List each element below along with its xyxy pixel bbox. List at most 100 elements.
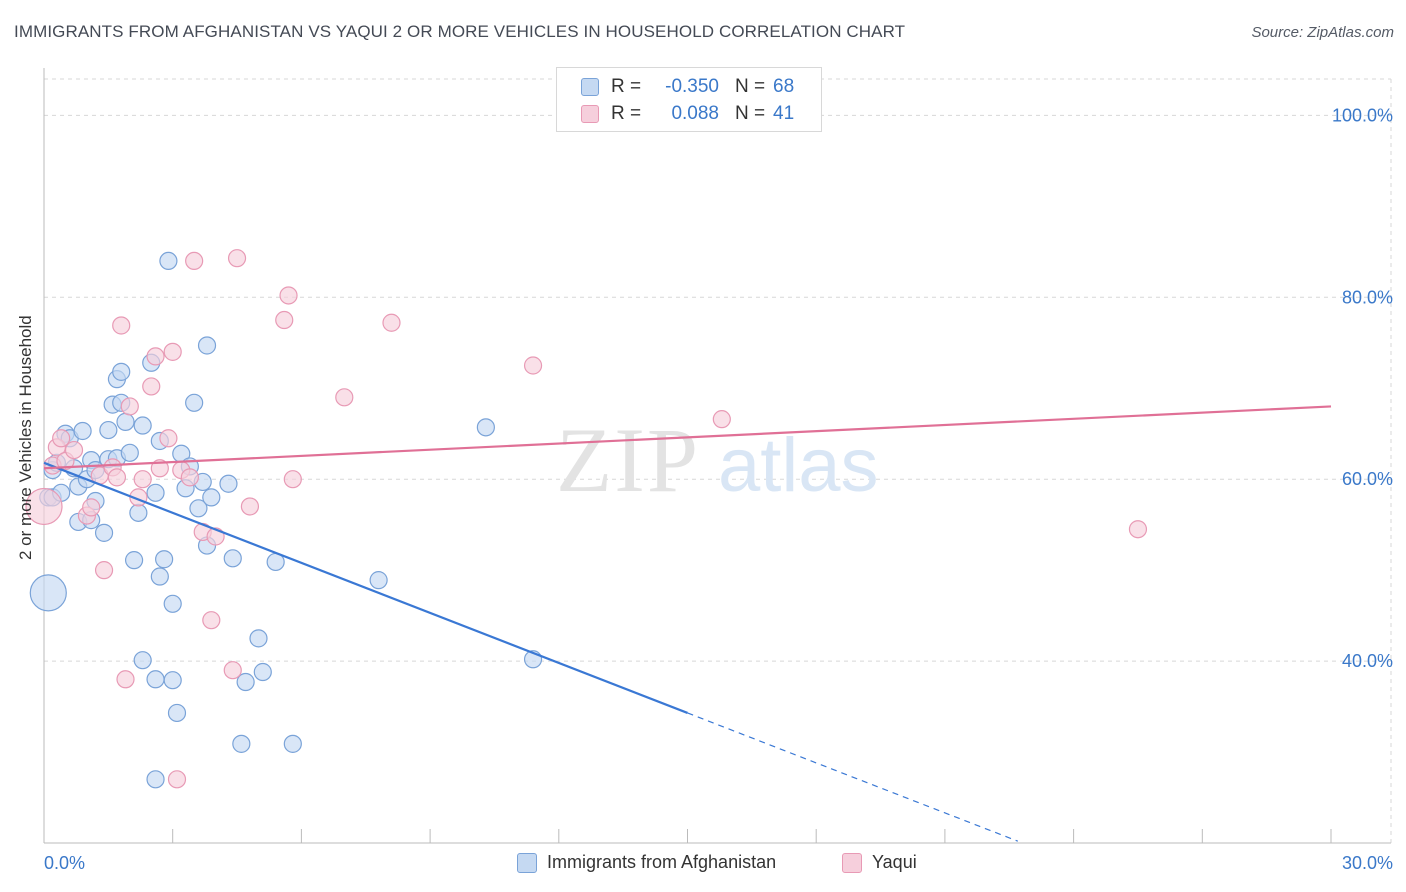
data-point (163, 671, 182, 690)
data-point (155, 550, 174, 569)
data-point (129, 503, 148, 522)
data-point (25, 487, 63, 526)
watermark-zip: ZIP (556, 409, 700, 511)
data-point (120, 397, 139, 416)
data-point (64, 440, 84, 460)
data-point (712, 410, 731, 429)
correlation-legend: R = -0.350 N = 68 R = 0.088 N = 41 (556, 67, 822, 132)
n-label: N = (735, 76, 766, 97)
x-tick-label: 30.0% (1342, 853, 1393, 873)
data-point (197, 336, 217, 355)
data-point (133, 470, 152, 489)
data-point (82, 498, 101, 517)
data-point (163, 594, 182, 613)
blue-swatch (581, 78, 599, 96)
legend-item-afghanistan[interactable]: Immigrants from Afghanistan (517, 852, 776, 873)
x-tick-label: 0.0% (44, 853, 85, 873)
data-point (133, 416, 152, 435)
data-point (283, 470, 302, 489)
data-point (133, 651, 152, 670)
blue-swatch (517, 852, 537, 873)
data-point (180, 468, 199, 487)
y-tick-label: 80.0% (1342, 287, 1393, 307)
y-axis-label: 2 or more Vehicles in Household (16, 315, 35, 560)
data-point (240, 497, 260, 516)
data-point (124, 551, 144, 570)
series-yaqui-points (25, 249, 1148, 789)
data-point (52, 429, 71, 448)
data-point (159, 251, 178, 271)
data-point (275, 310, 294, 330)
data-point (163, 342, 182, 361)
data-point (253, 662, 272, 682)
series-afghanistan-points (29, 251, 543, 789)
n-value: 41 (773, 103, 795, 124)
y-tick-label: 100.0% (1332, 105, 1393, 125)
pink-swatch (581, 105, 599, 123)
data-point (382, 313, 401, 332)
y-tick-label: 60.0% (1342, 469, 1393, 489)
data-point (120, 443, 139, 462)
r-value: 0.088 (671, 103, 719, 124)
tick-labels: 40.0% 60.0% 80.0% 100.0% 0.0% 30.0% (44, 105, 1393, 873)
data-point (146, 770, 165, 789)
data-point (202, 611, 221, 630)
axes (43, 68, 1391, 844)
y-tick-label: 40.0% (1342, 651, 1393, 671)
data-point (107, 468, 127, 487)
data-point (189, 499, 208, 518)
data-point (167, 770, 187, 789)
data-point (232, 734, 251, 753)
trend-line-yaqui (43, 405, 1332, 470)
legend-item-yaqui[interactable]: Yaqui (842, 852, 917, 873)
trend-line-extension (687, 712, 1019, 842)
trend-lines (43, 405, 1332, 842)
data-point (523, 356, 543, 375)
r-label: R = (611, 103, 642, 124)
data-point (202, 488, 221, 507)
data-point (1128, 520, 1148, 539)
legend-row-afghanistan: R = -0.350 N = 68 (581, 74, 813, 100)
data-point (185, 251, 204, 271)
data-point (94, 523, 114, 542)
legend-label: Immigrants from Afghanistan (547, 852, 777, 872)
data-point (283, 734, 302, 753)
legend-row-yaqui: R = 0.088 N = 41 (581, 101, 813, 127)
data-point (112, 362, 131, 381)
data-point (150, 567, 169, 586)
data-point (223, 549, 242, 568)
data-point (116, 412, 135, 431)
data-point (227, 249, 247, 268)
r-label: R = (611, 76, 642, 97)
r-value: -0.350 (665, 76, 719, 97)
data-point (236, 672, 255, 692)
data-point (279, 286, 298, 305)
data-point (249, 629, 268, 648)
watermark-atlas: atlas (718, 423, 879, 508)
data-point (94, 561, 114, 580)
data-point (146, 670, 165, 689)
data-point (99, 420, 118, 440)
data-point (146, 347, 165, 366)
n-value: 68 (773, 76, 795, 97)
data-point (219, 474, 238, 493)
data-point (116, 670, 135, 689)
data-point (146, 483, 165, 502)
data-point (73, 421, 92, 441)
data-point (223, 661, 242, 680)
source-credit: Source: ZipAtlas.com (1251, 24, 1394, 41)
data-point (29, 574, 67, 612)
data-point (369, 571, 388, 590)
pink-swatch (842, 852, 862, 873)
data-point (185, 393, 204, 412)
data-point (335, 388, 354, 407)
watermark: ZIP atlas (556, 409, 879, 511)
data-point (159, 429, 178, 448)
trend-line-afghanistan (43, 461, 688, 714)
legend-label: Yaqui (872, 852, 917, 872)
data-point (150, 459, 169, 478)
data-point (142, 377, 161, 396)
n-label: N = (735, 103, 766, 124)
data-point (167, 703, 187, 723)
